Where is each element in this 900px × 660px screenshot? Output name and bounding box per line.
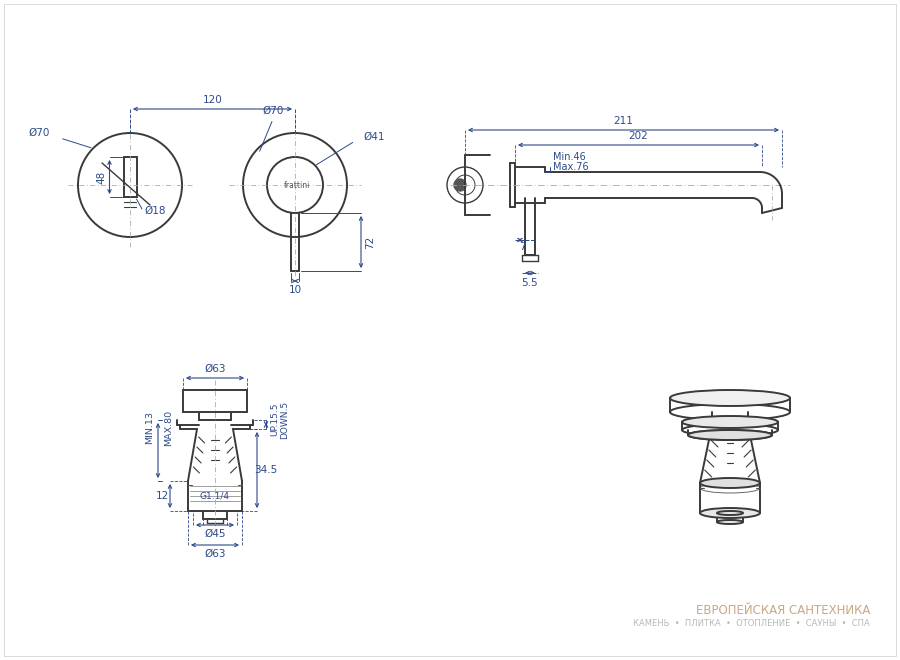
Text: Min.46: Min.46 [553, 152, 586, 162]
Text: 5.5: 5.5 [522, 278, 538, 288]
Text: Ø70: Ø70 [262, 106, 284, 116]
Text: Ø70: Ø70 [29, 128, 50, 138]
Text: UP.15.5: UP.15.5 [270, 403, 279, 436]
Text: 7: 7 [519, 242, 526, 252]
Ellipse shape [682, 416, 778, 428]
Ellipse shape [717, 520, 743, 524]
Text: 34.5: 34.5 [255, 465, 277, 475]
Text: ЕВРОПЕЙСКАЯ САНТЕХНИКА: ЕВРОПЕЙСКАЯ САНТЕХНИКА [696, 603, 870, 616]
Text: MAX.80: MAX.80 [164, 410, 173, 446]
Text: 120: 120 [202, 95, 222, 105]
Text: Ø18: Ø18 [144, 206, 166, 216]
Text: Ø63: Ø63 [204, 364, 226, 374]
Text: 202: 202 [628, 131, 648, 141]
Text: Max.76: Max.76 [553, 162, 589, 172]
Text: 48: 48 [96, 170, 106, 183]
Ellipse shape [670, 390, 790, 406]
Ellipse shape [717, 511, 743, 515]
Ellipse shape [700, 478, 760, 488]
Ellipse shape [700, 508, 760, 518]
Text: G1.1/4: G1.1/4 [200, 492, 230, 500]
Text: 12: 12 [156, 491, 168, 501]
Text: 211: 211 [614, 116, 634, 126]
Ellipse shape [688, 430, 772, 440]
Text: 72: 72 [365, 236, 375, 249]
Text: Ø45: Ø45 [204, 529, 226, 539]
Text: DOWN.5: DOWN.5 [280, 401, 289, 438]
Text: Ø41: Ø41 [363, 132, 384, 142]
Text: MIN.13: MIN.13 [145, 411, 154, 444]
Text: frattini: frattini [284, 180, 310, 189]
Text: 10: 10 [288, 285, 302, 295]
Text: Ø63: Ø63 [204, 549, 226, 559]
Bar [123, 157, 137, 197]
Text: КАМЕНЬ  •  ПЛИТКА  •  ОТОПЛЕНИЕ  •  САУНЫ  •  СПА: КАМЕНЬ • ПЛИТКА • ОТОПЛЕНИЕ • САУНЫ • СП… [634, 620, 870, 628]
Circle shape [454, 179, 466, 191]
